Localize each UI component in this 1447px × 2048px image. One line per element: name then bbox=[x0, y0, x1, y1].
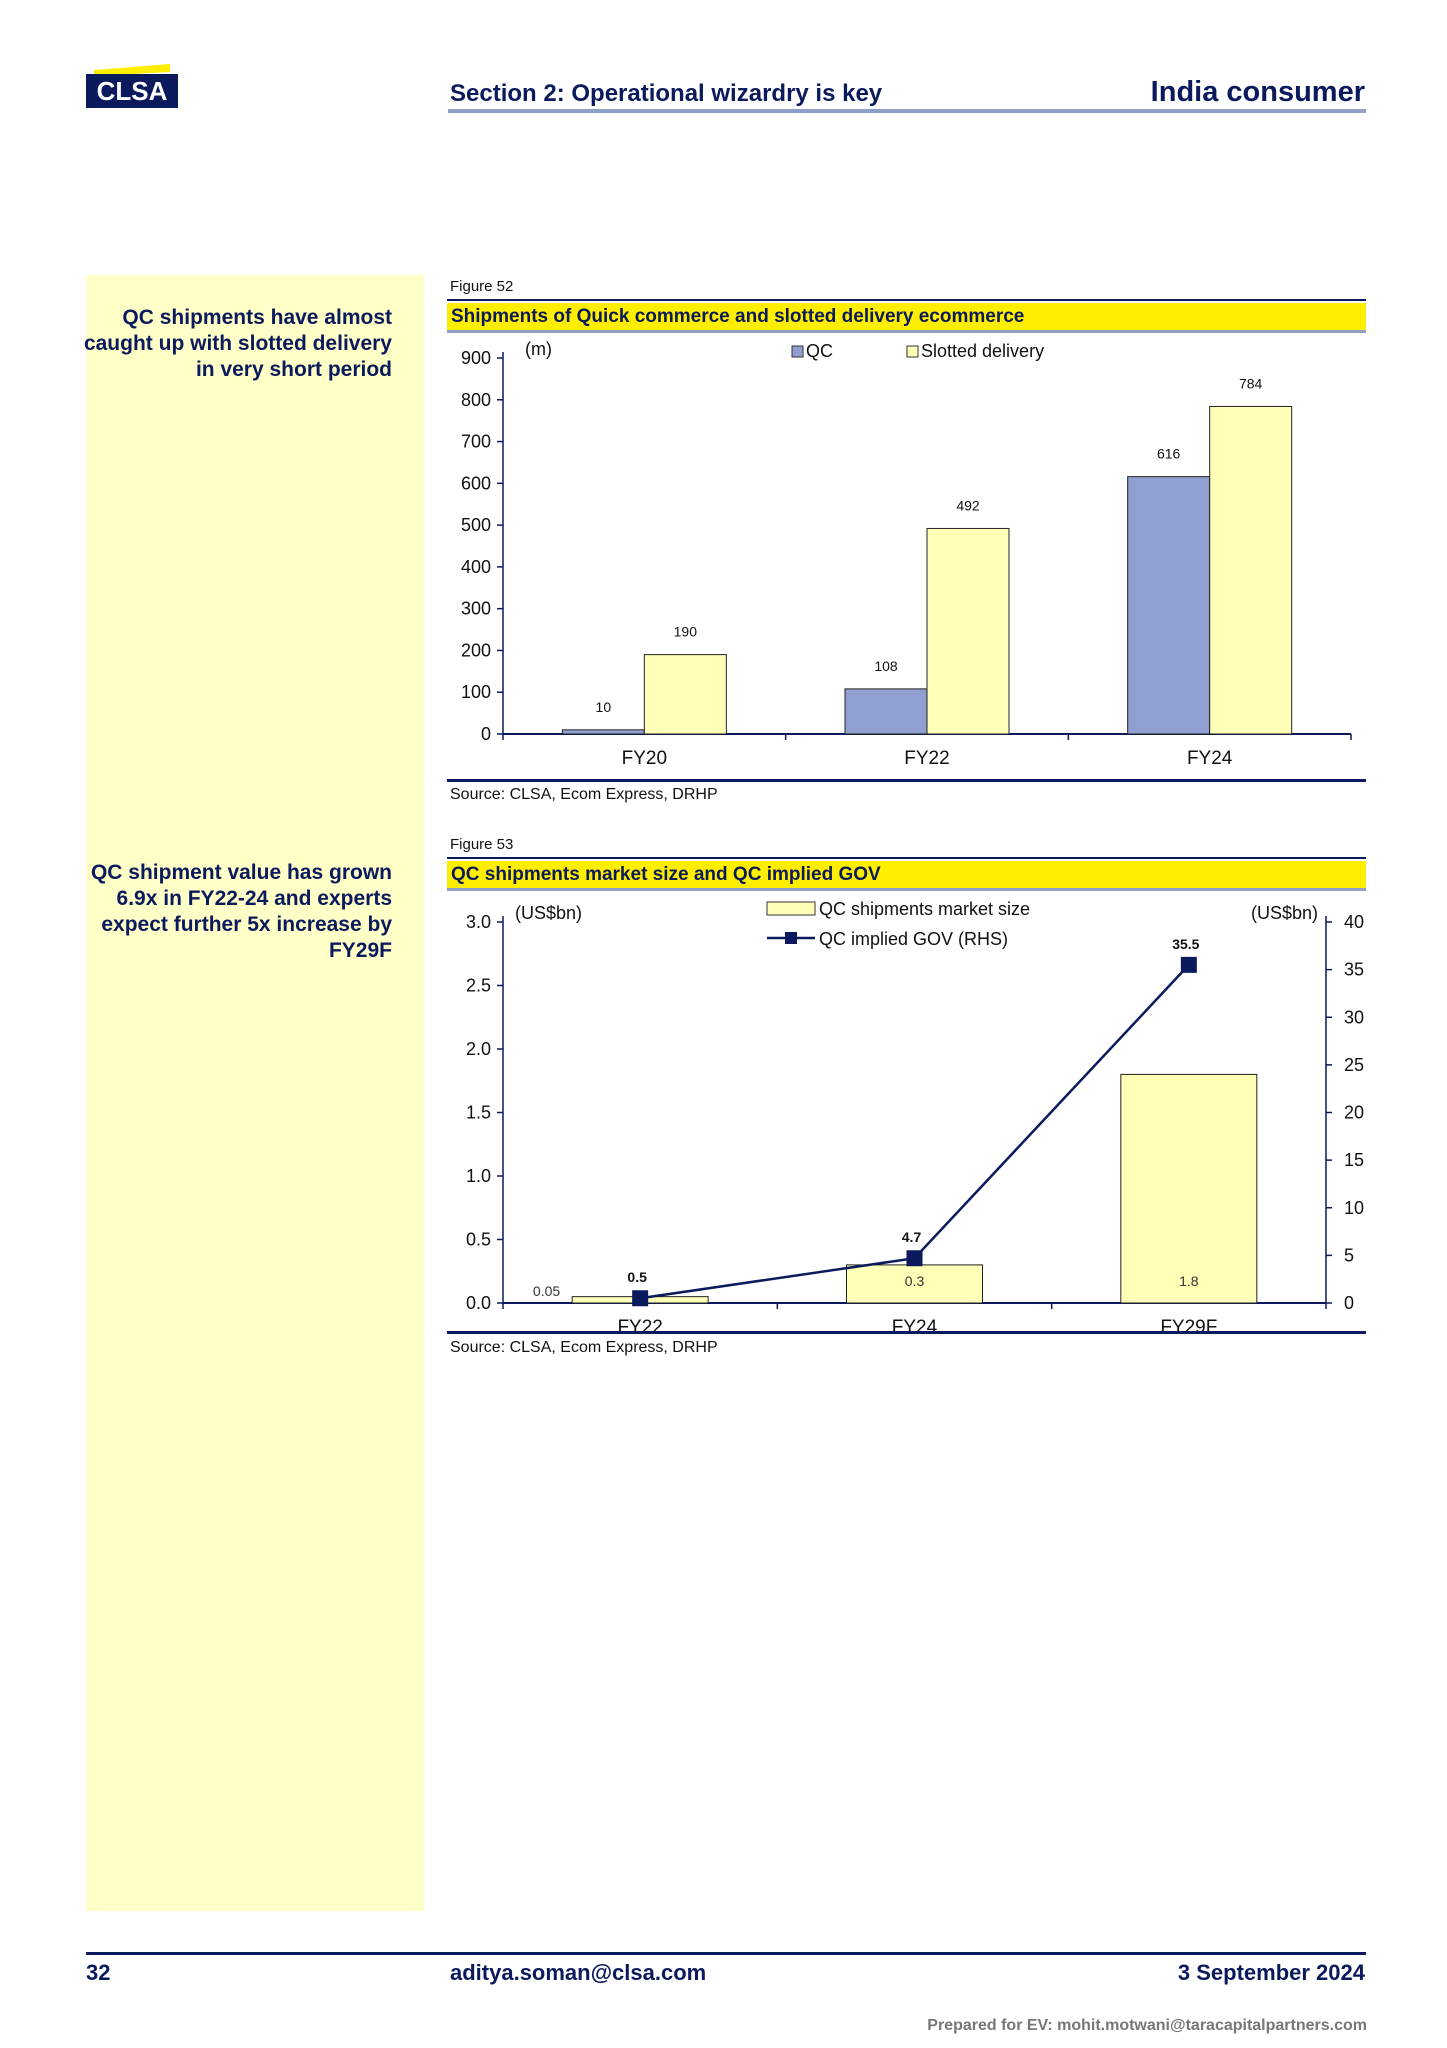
figure-source: Source: CLSA, Ecom Express, DRHP bbox=[450, 1339, 718, 1356]
right-y-tick-label: 10 bbox=[1344, 1198, 1364, 1218]
legend-label: Slotted delivery bbox=[921, 341, 1044, 361]
footer-rule bbox=[86, 1952, 1366, 1955]
figure-top-rule bbox=[447, 857, 1366, 859]
figure-bottom-rule bbox=[447, 1331, 1366, 1334]
line-value-label: 35.5 bbox=[1172, 936, 1199, 952]
y-tick-label: 600 bbox=[461, 473, 491, 493]
bar bbox=[846, 1264, 983, 1304]
left-y-tick-label: 0.0 bbox=[466, 1293, 491, 1313]
bar bbox=[1127, 476, 1211, 735]
bar bbox=[926, 527, 1010, 735]
bar-value-label: 616 bbox=[1157, 446, 1181, 462]
x-tick-label: FY22 bbox=[617, 1317, 662, 1332]
left-y-tick-label: 1.5 bbox=[466, 1103, 491, 1123]
left-y-tick-label: 3.0 bbox=[466, 912, 491, 932]
side-panel bbox=[86, 275, 424, 1911]
report-title: India consumer bbox=[1150, 76, 1365, 108]
prepared-for: Prepared for EV: mohit.motwani@taracapit… bbox=[927, 2017, 1367, 2034]
figure-label: Figure 52 bbox=[450, 278, 514, 295]
figure-label: Figure 53 bbox=[450, 836, 514, 853]
page-number: 32 bbox=[86, 1960, 111, 1985]
y-axis-label: (m) bbox=[525, 339, 552, 359]
section-title: Section 2: Operational wizardry is key bbox=[450, 80, 883, 107]
figure-top-rule bbox=[447, 299, 1366, 301]
header-rule bbox=[448, 109, 1366, 113]
y-tick-label: 100 bbox=[461, 682, 491, 702]
bar bbox=[1209, 405, 1293, 735]
right-y-tick-label: 35 bbox=[1344, 960, 1364, 980]
bar-value-label: 0.05 bbox=[533, 1283, 560, 1299]
x-tick-label: FY24 bbox=[892, 1317, 938, 1332]
report-date: 3 September 2024 bbox=[1177, 1960, 1365, 1985]
chart-market-size: 0.0 0.5 1.0 1.5 2.0 2.5 3.0 0 5 10 15 20 25 30 35 40 (US… bbox=[466, 899, 1364, 1332]
right-y-tick-label: 0 bbox=[1344, 1293, 1354, 1313]
legend-label: QC shipments market size bbox=[819, 899, 1030, 919]
side-note: QC shipments have almost caught up with … bbox=[83, 306, 392, 381]
y-tick-label: 0 bbox=[481, 724, 491, 744]
left-y-tick-label: 0.5 bbox=[466, 1230, 491, 1250]
line-value-label: 0.5 bbox=[627, 1269, 647, 1285]
left-y-tick-label: 2.5 bbox=[466, 976, 491, 996]
line-point bbox=[632, 1290, 649, 1307]
legend-swatch bbox=[791, 345, 804, 358]
legend-swatch bbox=[766, 901, 816, 916]
bar bbox=[844, 688, 928, 735]
line-series bbox=[639, 964, 1190, 1300]
right-y-tick-label: 40 bbox=[1344, 912, 1364, 932]
y-tick-label: 800 bbox=[461, 390, 491, 410]
y-tick-label: 200 bbox=[461, 640, 491, 660]
bar-value-label: 10 bbox=[596, 699, 612, 715]
figure-title: Shipments of Quick commerce and slotted … bbox=[447, 303, 1366, 330]
bar-value-label: 784 bbox=[1239, 375, 1263, 391]
right-y-tick-label: 20 bbox=[1344, 1103, 1364, 1123]
chart-shipments: 0 100 200 300 400 500 600 700 800 900 (m) FY20 10 190… bbox=[461, 339, 1352, 769]
figure-title-rule bbox=[447, 330, 1366, 333]
figure-source: Source: CLSA, Ecom Express, DRHP bbox=[450, 786, 718, 803]
x-tick-label: FY22 bbox=[904, 748, 949, 769]
legend-swatch bbox=[906, 345, 919, 358]
y-tick-label: 900 bbox=[461, 348, 491, 368]
right-y-tick-label: 30 bbox=[1344, 1007, 1364, 1027]
left-y-tick-label: 2.0 bbox=[466, 1039, 491, 1059]
logo-text: CLSA bbox=[97, 76, 168, 106]
y-tick-label: 300 bbox=[461, 599, 491, 619]
right-y-tick-label: 15 bbox=[1344, 1150, 1364, 1170]
y-tick-label: 700 bbox=[461, 432, 491, 452]
figure-title: QC shipments market size and QC implied … bbox=[447, 861, 1366, 888]
bar-value-label: 0.3 bbox=[905, 1273, 925, 1289]
author-email[interactable]: aditya.soman@clsa.com bbox=[450, 1960, 707, 1985]
left-y-tick-label: 1.0 bbox=[466, 1166, 491, 1186]
bar bbox=[561, 729, 645, 735]
figure-title-rule bbox=[447, 888, 1366, 891]
legend-label: QC bbox=[806, 341, 833, 361]
y-tick-label: 400 bbox=[461, 557, 491, 577]
clsa-logo: CLSA bbox=[86, 64, 178, 108]
bar-value-label: 1.8 bbox=[1179, 1273, 1199, 1289]
bar bbox=[643, 654, 727, 735]
bar-value-label: 492 bbox=[956, 497, 980, 513]
x-tick-label: FY24 bbox=[1187, 748, 1233, 769]
bar bbox=[1120, 1073, 1258, 1304]
bar-value-label: 190 bbox=[674, 624, 698, 640]
right-y-tick-label: 25 bbox=[1344, 1055, 1364, 1075]
line-point bbox=[906, 1250, 923, 1267]
x-tick-label: FY20 bbox=[622, 748, 667, 769]
legend-label: QC implied GOV (RHS) bbox=[819, 929, 1008, 949]
side-note: QC shipment value has grown 6.9x in FY22… bbox=[90, 861, 392, 962]
right-axis-label: (US$bn) bbox=[1251, 903, 1318, 923]
bar-value-label: 108 bbox=[874, 658, 898, 674]
left-axis-label: (US$bn) bbox=[515, 903, 582, 923]
legend-marker bbox=[785, 932, 797, 944]
line-value-label: 4.7 bbox=[902, 1229, 922, 1245]
right-y-tick-label: 5 bbox=[1344, 1245, 1354, 1265]
figure-bottom-rule bbox=[447, 779, 1366, 782]
y-tick-label: 500 bbox=[461, 515, 491, 535]
line-point bbox=[1180, 956, 1197, 973]
x-tick-label: FY29F bbox=[1160, 1317, 1217, 1332]
